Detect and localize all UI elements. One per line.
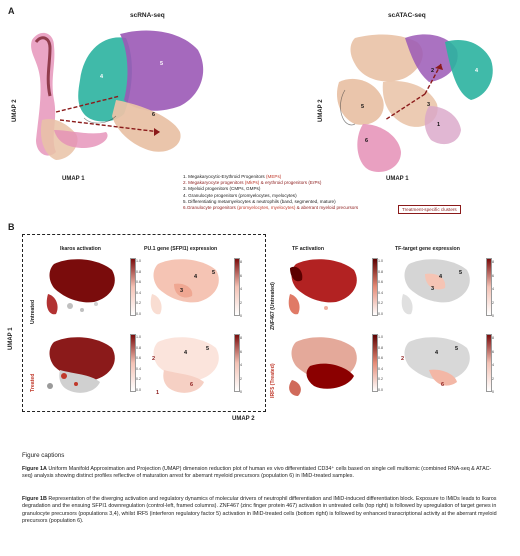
cluster-label: 6 — [190, 382, 193, 388]
cluster-label: 6 — [152, 112, 155, 118]
cluster-1-region — [424, 106, 461, 145]
cluster-5-region — [120, 30, 204, 111]
cluster-6-region — [357, 124, 401, 172]
colorbar-ikaros-untreated — [130, 258, 136, 316]
col-title-tf-activation: TF activation — [292, 246, 324, 252]
col-title-pu1: PU.1 gene (SFPI1) expression — [144, 246, 218, 252]
cluster-2-region — [405, 34, 458, 82]
colorbar-znf467 — [372, 258, 378, 316]
scrna-axis-x: UMAP 1 — [62, 176, 85, 182]
scrna-title: scRNA-seq — [130, 12, 165, 19]
legend-item-5: 5. Differentiating metamyelocytes & neut… — [183, 198, 336, 204]
cluster-4-region — [78, 37, 132, 122]
cluster-label: 1 — [156, 390, 159, 396]
irf5-activation-plot — [289, 337, 357, 396]
cluster-label: 6 — [441, 382, 444, 388]
cluster-label: 6 — [365, 138, 368, 144]
cluster-label: 5 — [212, 270, 215, 276]
colorbar-ikaros-treated — [130, 334, 136, 392]
cluster-label: 3 — [180, 288, 183, 294]
row-label-znf467: ZNF467 (Untreated) — [270, 282, 276, 330]
cluster-label: 4 — [100, 74, 104, 80]
tf-target-untreated-plot: 4 5 3 — [401, 259, 470, 315]
cluster-label: 4 — [439, 274, 443, 280]
framed-control-columns — [22, 234, 266, 412]
cluster-6-region — [112, 100, 181, 152]
cluster-label: 5 — [459, 270, 462, 276]
tf-target-treated-plot: 2 4 5 6 — [401, 337, 470, 388]
cluster-label: 2 — [401, 356, 404, 362]
legend-item-3: 3. Myeloid progenitors (CMPs, GMPs) — [183, 186, 261, 192]
legend-item-1: 1. Megakaryocytic-Erythroid Progenitors … — [183, 174, 282, 179]
cluster-4-region — [445, 40, 493, 100]
panel-b-axis-y: UMAP 1 — [8, 327, 14, 350]
cluster-label: 5 — [361, 104, 364, 110]
treatment-specific-box: Treatment-specific clusters — [398, 205, 461, 214]
colorbar-ticks: 1.0 0.8 0.6 0.4 0.2 0.0 — [136, 335, 141, 392]
cluster-label: 5 — [206, 346, 209, 352]
row-label-irf5: IRF5 (Treated) — [270, 363, 276, 398]
scatac-umap: 2 3 1 4 5 6 — [336, 34, 493, 172]
colorbar-pu1-untreated — [234, 258, 240, 316]
caption-fig1b: Figure 1B Representation of the divergin… — [22, 496, 497, 525]
scatac-axis-x: UMAP 1 — [386, 176, 409, 182]
cluster-label: 4 — [194, 274, 198, 280]
captions-heading: Figure captions — [22, 452, 65, 459]
pu1-untreated-plot: 4 5 3 — [150, 259, 219, 315]
cluster-label: 5 — [455, 346, 458, 352]
cluster-label: 4 — [475, 68, 479, 74]
scrna-umap: 4 5 6 — [31, 30, 204, 160]
col-title-ikaros: Ikaros activation — [60, 246, 101, 252]
cluster-label: 4 — [435, 350, 439, 356]
colorbar-target-treated — [486, 334, 492, 392]
legend-item-2: 2. Megakaryocyte progenitors (MkPs) & er… — [183, 180, 322, 186]
cluster-label: 3 — [427, 102, 430, 108]
colorbar-pu1-treated — [234, 334, 240, 392]
legend-item-6: 6.Granulocyte progenitors (promyelocytes… — [183, 205, 359, 211]
cluster-label: 5 — [160, 61, 163, 67]
ikaros-treated-plot — [47, 337, 115, 393]
cluster-legend: 1. Megakaryocytic-Erythroid Progenitors … — [183, 174, 358, 211]
scatac-title: scATAC-seq — [388, 12, 426, 19]
legend-item-4: 4. Granulocyte progenitors (promyelocyte… — [183, 192, 297, 198]
scatac-axis-y: UMAP 2 — [318, 99, 324, 122]
colorbar-irf5 — [372, 334, 378, 392]
row-label-untreated: Untreated — [30, 299, 36, 324]
cluster-label: 2 — [152, 356, 155, 362]
cluster-label: 4 — [184, 350, 188, 356]
cluster-edge — [34, 36, 52, 97]
panel-a-letter: A — [8, 6, 15, 16]
cluster-label: 3 — [431, 286, 434, 292]
colorbar-ticks: 1.0 0.8 0.6 0.4 0.2 0.0 — [136, 259, 141, 316]
cluster-label: 1 — [437, 122, 440, 128]
znf467-activation-plot — [288, 259, 357, 315]
pu1-treated-plot: 2 4 5 1 6 — [152, 337, 219, 396]
cluster-label: 2 — [431, 68, 434, 74]
row-label-treated: Treated — [30, 373, 36, 392]
col-title-tf-target: TF-target gene expression — [395, 246, 460, 252]
panel-b-letter: B — [8, 222, 15, 232]
caption-fig1a: Figure 1A Uniform Manifold Approximation… — [22, 466, 492, 480]
scrna-axis-y: UMAP 2 — [12, 99, 18, 122]
colorbar-target-untreated — [486, 258, 492, 316]
ikaros-untreated-plot — [46, 259, 115, 315]
panel-b-axis-x: UMAP 2 — [232, 416, 255, 422]
cluster-3-region — [382, 80, 438, 127]
colorbar-ticks: 1.0 0.8 0.6 0.4 0.2 0.0 — [378, 335, 383, 392]
colorbar-ticks: 1.0 0.8 0.6 0.4 0.2 0.0 — [378, 259, 383, 316]
